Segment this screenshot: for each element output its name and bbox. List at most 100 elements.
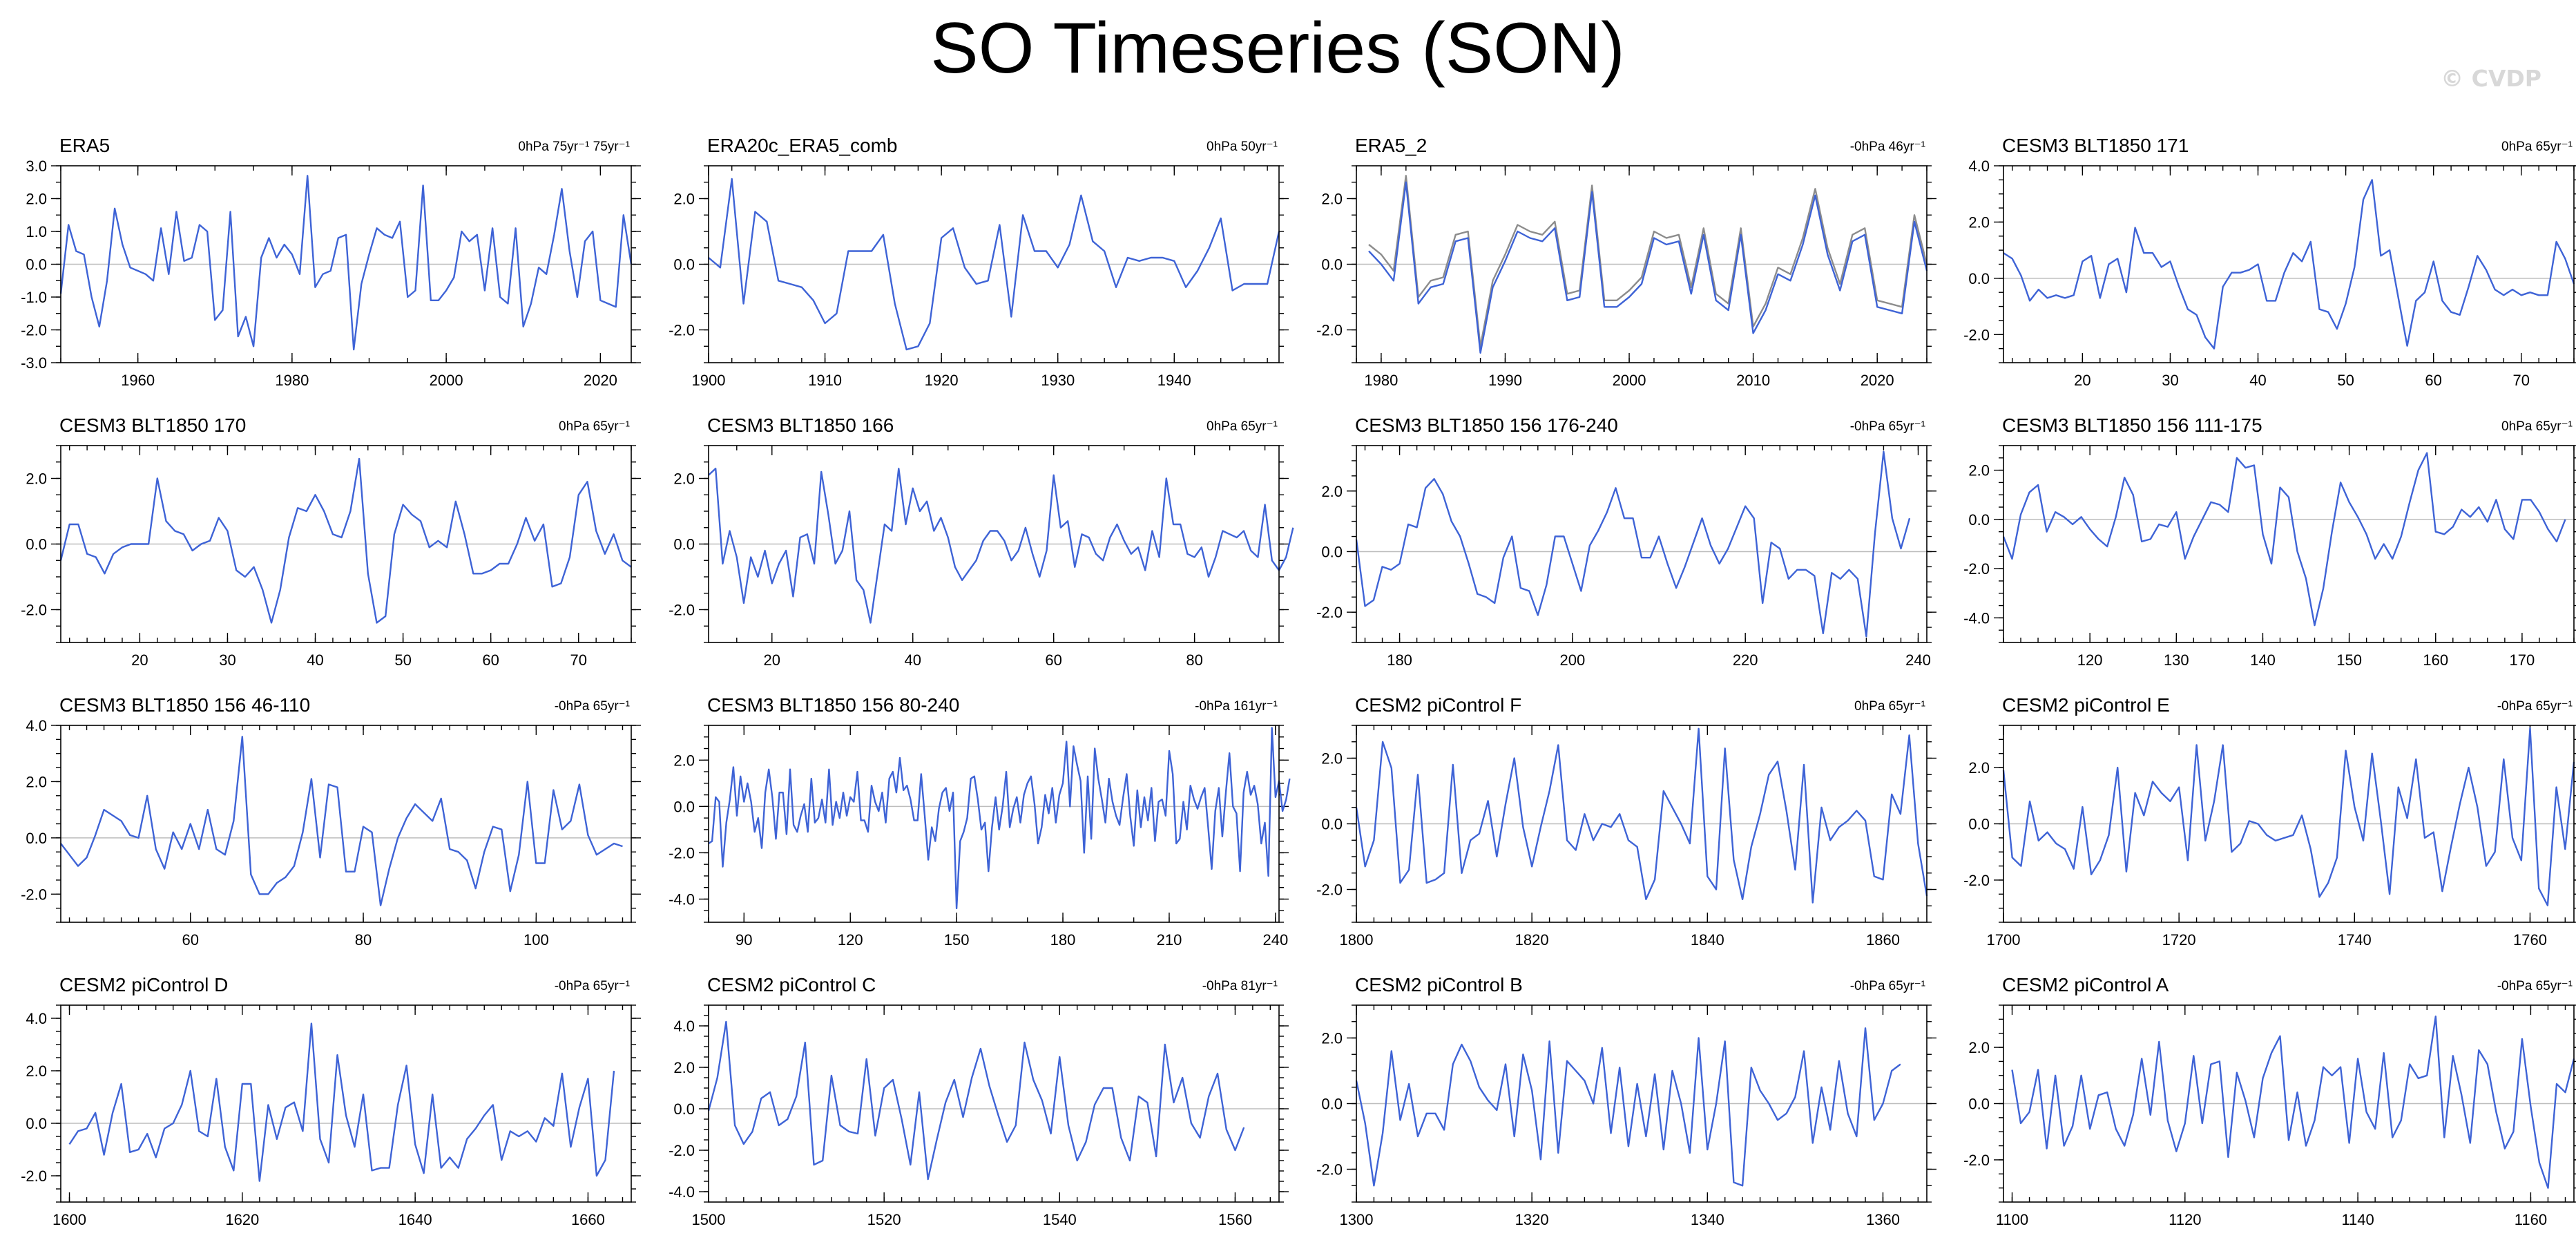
y-tick-label: 3.0	[26, 158, 47, 175]
y-tick-label: -2.0	[1963, 872, 1990, 889]
panel: ERA20c_ERA5_comb 0hPa 50yr⁻¹ 1900 1910 1920 1…	[669, 135, 1289, 389]
y-tick-label: 0.0	[1968, 270, 1990, 287]
x-tick-label: 1740	[2338, 931, 2372, 949]
x-tick-label: 1120	[2169, 1211, 2201, 1228]
y-tick-label: 1.0	[26, 223, 47, 240]
x-tick-label: 2010	[1736, 372, 1770, 389]
panel-title: ERA5_2	[1355, 135, 1427, 156]
y-tick-label: 2.0	[26, 773, 47, 790]
panel: CESM2 piControl D -0hPa 65yr⁻¹ 1600 1620 164…	[21, 974, 641, 1228]
panel-stats: 0hPa 65yr⁻¹	[2501, 419, 2573, 434]
y-tick-label: -4.0	[1963, 609, 1990, 627]
series-line	[708, 468, 1294, 624]
y-tick-label: -2.0	[1963, 326, 1990, 343]
y-tick-label: 0.0	[673, 1100, 695, 1118]
x-tick-label: 1980	[1364, 372, 1398, 389]
x-tick-label: 2020	[1861, 372, 1894, 389]
x-tick-label: 200	[1560, 651, 1586, 669]
series-line	[2002, 452, 2566, 627]
x-tick-label: 120	[2077, 651, 2103, 669]
y-tick-label: 2.0	[1968, 1039, 1990, 1056]
x-tick-label: 2000	[430, 372, 463, 389]
x-tick-label: 1920	[925, 372, 959, 389]
y-tick-label: -4.0	[669, 890, 695, 908]
panel: CESM3 BLT1850 156 176-240 -0hPa 65yr⁻¹ 180…	[1316, 414, 1936, 669]
x-tick-label: 1820	[1515, 931, 1549, 949]
plot-frame	[60, 445, 632, 643]
x-tick-label: 1160	[2515, 1211, 2547, 1228]
y-tick-label: 2.0	[26, 470, 47, 488]
plot-frame	[2003, 725, 2575, 923]
series-line	[1355, 727, 1928, 904]
series-line	[59, 457, 632, 624]
x-tick-label: 1140	[2341, 1211, 2374, 1228]
panel-stats: 0hPa 75yr⁻¹ 75yr⁻¹	[518, 140, 630, 154]
panel-stats: 0hPa 65yr⁻¹	[559, 419, 630, 434]
series-line	[708, 178, 1280, 351]
x-tick-label: 150	[944, 931, 970, 949]
y-tick-label: -2.0	[21, 322, 47, 339]
x-tick-label: 60	[2425, 372, 2441, 389]
y-tick-label: 0.0	[26, 536, 47, 553]
panel: CESM3 BLT1850 166 0hPa 65yr⁻¹ 20 40 60 80 -2.0…	[669, 414, 1294, 669]
y-tick-label: 0.0	[1321, 816, 1343, 833]
x-tick-label: 1600	[52, 1211, 86, 1228]
panel-title: CESM2 piControl C	[707, 974, 876, 995]
y-tick-label: -2.0	[669, 844, 695, 861]
plot-frame	[708, 445, 1280, 643]
x-tick-label: 50	[2337, 372, 2354, 389]
y-tick-label: 0.0	[26, 830, 47, 847]
y-tick-label: 2.0	[1321, 750, 1343, 768]
x-tick-label: 70	[2513, 372, 2530, 389]
y-tick-label: -2.0	[21, 886, 47, 903]
x-tick-label: 240	[1905, 651, 1931, 669]
y-tick-label: 2.0	[1321, 191, 1343, 208]
panel-stats: 0hPa 65yr⁻¹	[1854, 699, 1925, 714]
plot-frame	[708, 725, 1280, 923]
y-tick-label: 4.0	[26, 717, 47, 734]
y-tick-label: 0.0	[673, 536, 695, 553]
panel: CESM2 piControl B -0hPa 65yr⁻¹ 1300 1320 134…	[1316, 974, 1936, 1228]
series-line	[2003, 179, 2575, 350]
x-tick-label: 1990	[1488, 372, 1522, 389]
plot-frame	[1356, 725, 1928, 923]
y-tick-label: -2.0	[1316, 322, 1343, 339]
plot-frame	[1356, 1004, 1928, 1203]
panel-stats: 0hPa 65yr⁻¹	[1207, 419, 1278, 434]
x-tick-label: 160	[2423, 651, 2448, 669]
series-line	[1368, 175, 1928, 347]
y-tick-label: 2.0	[1321, 483, 1343, 500]
panel-stats: -0hPa 81yr⁻¹	[1202, 979, 1278, 993]
x-tick-label: 80	[1186, 651, 1202, 669]
panel-stats: -0hPa 46yr⁻¹	[1850, 140, 1925, 154]
panel-stats: -0hPa 161yr⁻¹	[1195, 699, 1278, 714]
x-tick-label: 1760	[2513, 931, 2547, 949]
x-tick-label: 180	[1387, 651, 1412, 669]
plot-frame	[60, 1004, 632, 1203]
series-line	[1355, 1027, 1901, 1187]
plot-frame	[708, 165, 1280, 363]
x-tick-label: 1940	[1157, 372, 1191, 389]
y-tick-label: 2.0	[673, 1059, 695, 1076]
x-tick-label: 1640	[398, 1211, 432, 1228]
x-tick-label: 1720	[2162, 931, 2196, 949]
y-tick-label: -2.0	[1316, 604, 1343, 621]
y-tick-label: 0.0	[26, 256, 47, 274]
x-tick-label: 1660	[571, 1211, 605, 1228]
panel-stats: -0hPa 65yr⁻¹	[1850, 979, 1925, 993]
plot-frame	[1356, 445, 1928, 643]
y-tick-label: -3.0	[21, 354, 47, 372]
x-tick-label: 120	[838, 931, 863, 949]
x-tick-label: 1700	[1987, 931, 2021, 949]
x-tick-label: 1360	[1866, 1211, 1900, 1228]
panel-title: CESM3 BLT1850 166	[707, 414, 894, 436]
x-tick-label: 1540	[1043, 1211, 1077, 1228]
y-tick-label: 0.0	[26, 1115, 47, 1132]
x-tick-label: 1800	[1340, 931, 1374, 949]
y-tick-label: 4.0	[26, 1010, 47, 1027]
x-tick-label: 130	[2164, 651, 2189, 669]
x-tick-label: 150	[2336, 651, 2362, 669]
panel-stats: -0hPa 65yr⁻¹	[2497, 979, 2573, 993]
plot-frame	[2003, 165, 2575, 363]
